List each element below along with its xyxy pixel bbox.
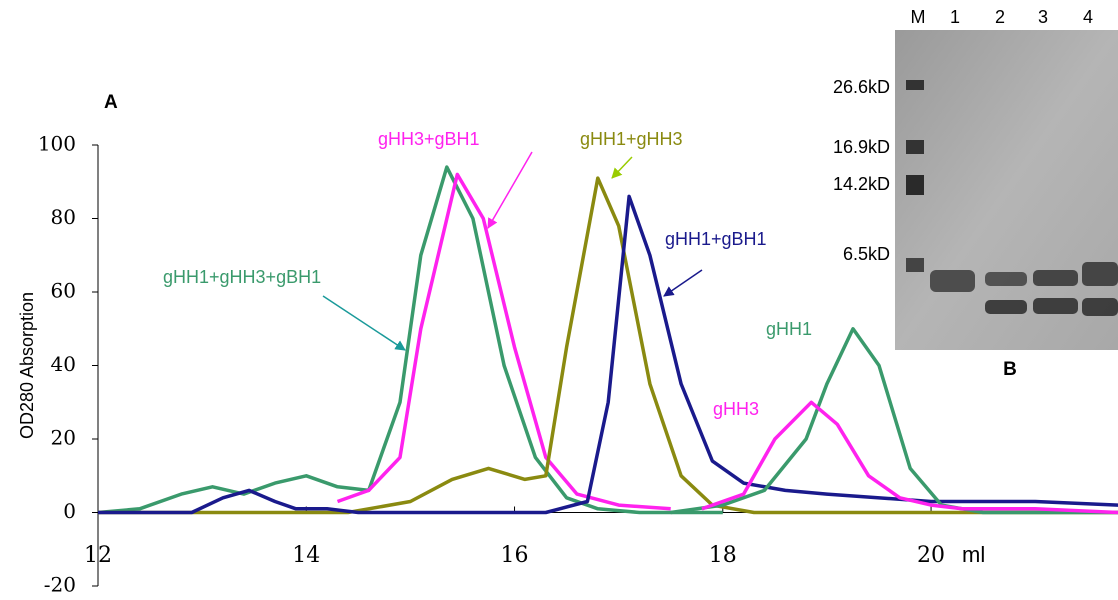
x-axis-label: ml [962,542,985,567]
y-axis-label: OD280 Absorption [17,292,37,439]
y-tick-label: 100 [38,132,76,156]
gel-marker-label: 14.2kD [833,174,890,194]
annotation-arrow [612,157,632,178]
x-tick-label: 12 [84,543,112,568]
y-tick-label: 20 [51,426,76,450]
series-label: gHH1+gBH1 [665,229,767,249]
annotation-arrow [664,270,702,296]
gel-image [895,30,1118,350]
series-line [338,174,671,508]
gel-marker-label: 6.5kD [843,244,890,264]
y-tick-label: 40 [51,352,76,376]
panel-label: A [104,92,118,113]
series-line [671,329,1118,513]
gel-lane-label: 3 [1038,7,1048,27]
annotation-arrow [488,152,532,228]
y-tick-label: 60 [51,279,76,303]
gel-marker-label: 16.9kD [833,137,890,157]
gel-lane-label: M [911,7,926,27]
x-tick-label: 20 [917,543,945,568]
figure: -200204060801001214161820mlOD280 Absorpt… [0,0,1118,600]
series-label: gHH1+gHH3 [580,129,683,149]
annotation-arrow [323,296,405,350]
x-tick-label: 16 [501,543,529,568]
gel-lane-label: 4 [1083,7,1093,27]
series-line [98,167,723,512]
y-tick-label: 0 [63,499,76,523]
series-label: gHH1+gHH3+gBH1 [163,267,321,287]
series-label: gHH3+gBH1 [378,129,480,149]
x-tick-label: 14 [292,543,320,568]
series-label: gHH3 [713,399,759,419]
gel-lane-label: 2 [995,7,1005,27]
gel-lane-label: 1 [950,7,960,27]
series-label: gHH1 [766,319,812,339]
y-tick-label: 80 [51,205,76,229]
y-tick-label: -20 [44,573,76,597]
series-line [702,402,1118,512]
panel-label: B [1003,359,1017,380]
x-tick-label: 18 [709,543,737,568]
gel-marker-label: 26.6kD [833,77,890,97]
